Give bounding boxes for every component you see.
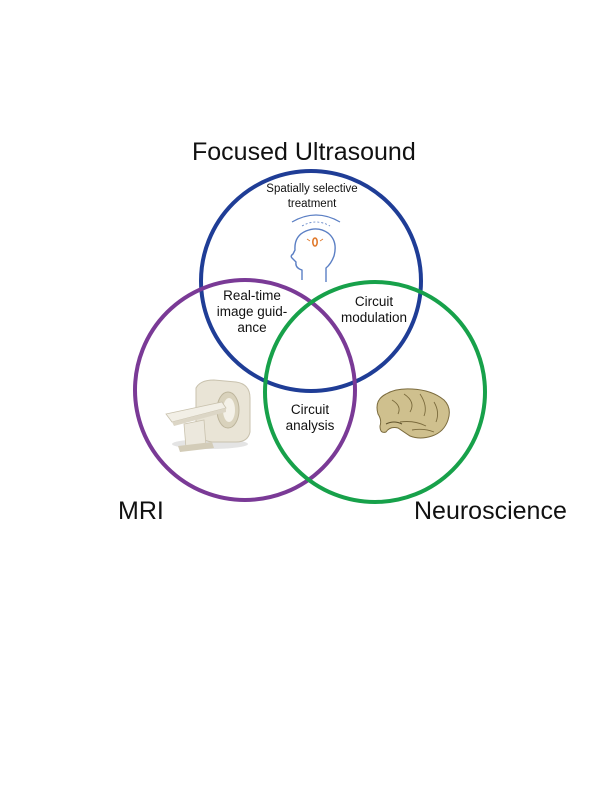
region-fus-only-line-1: Spatially selective	[266, 183, 358, 195]
region-fus-only: Spatially selective treatment	[250, 182, 374, 212]
region-fus-mri: Real-time image guid- ance	[204, 288, 300, 336]
neuroscience-label: Neuroscience	[414, 497, 567, 525]
region-mri-neuro: Circuit analysis	[268, 402, 352, 434]
mri-scanner-icon	[165, 379, 251, 452]
brain-icon	[376, 388, 450, 439]
region-fus-neuro: Circuit modulation	[328, 294, 420, 326]
fus-circle	[199, 169, 423, 393]
neuroscience-circle	[263, 280, 487, 504]
focus-spot-icon	[311, 237, 318, 247]
region-fus-mri-line-3: ance	[237, 320, 267, 335]
region-fus-mri-line-1: Real-time	[223, 288, 281, 303]
region-fus-neuro-line-2: modulation	[340, 310, 408, 325]
focused-ultrasound-label: Focused Ultrasound	[192, 138, 416, 166]
region-mri-neuro-line-2: analysis	[285, 418, 335, 433]
head-ultrasound-icon	[290, 214, 341, 282]
region-fus-neuro-line-1: Circuit	[354, 294, 394, 309]
mri-circle	[133, 278, 357, 502]
region-fus-only-line-2: treatment	[287, 198, 337, 210]
region-fus-mri-line-2: image guid-	[216, 304, 288, 319]
region-mri-neuro-line-1: Circuit	[290, 402, 330, 417]
mri-label: MRI	[118, 497, 164, 525]
